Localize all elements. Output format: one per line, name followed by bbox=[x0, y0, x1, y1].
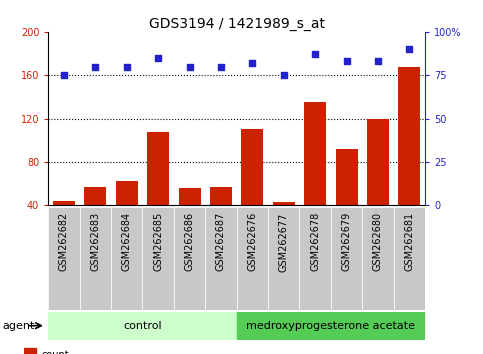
Bar bbox=[242, 130, 263, 205]
Text: GSM262683: GSM262683 bbox=[90, 212, 100, 272]
Text: GSM262682: GSM262682 bbox=[59, 212, 69, 272]
Bar bbox=[116, 182, 138, 205]
Text: GSM262686: GSM262686 bbox=[185, 212, 195, 272]
Point bbox=[155, 55, 162, 61]
Bar bbox=[273, 202, 295, 205]
Point bbox=[249, 60, 256, 66]
Text: GSM262680: GSM262680 bbox=[373, 212, 383, 272]
Text: GSM262678: GSM262678 bbox=[310, 212, 320, 272]
Point bbox=[312, 52, 319, 57]
FancyBboxPatch shape bbox=[80, 207, 111, 310]
FancyBboxPatch shape bbox=[299, 207, 331, 310]
FancyBboxPatch shape bbox=[174, 207, 205, 310]
Text: GSM262685: GSM262685 bbox=[153, 212, 163, 272]
Bar bbox=[48, 312, 237, 340]
Point bbox=[92, 64, 99, 69]
Bar bbox=[367, 119, 389, 205]
Point bbox=[280, 72, 288, 78]
FancyBboxPatch shape bbox=[142, 207, 174, 310]
Bar bbox=[24, 348, 36, 354]
Bar bbox=[53, 201, 75, 205]
Text: GSM262677: GSM262677 bbox=[279, 212, 289, 272]
Bar bbox=[304, 102, 326, 205]
FancyBboxPatch shape bbox=[205, 207, 237, 310]
Bar bbox=[336, 149, 357, 205]
Bar bbox=[398, 67, 420, 205]
Text: GSM262681: GSM262681 bbox=[404, 212, 414, 272]
Bar bbox=[147, 132, 169, 205]
Point bbox=[60, 72, 68, 78]
Text: agent: agent bbox=[2, 321, 35, 331]
Bar bbox=[210, 187, 232, 205]
Point bbox=[123, 64, 130, 69]
Bar bbox=[179, 188, 200, 205]
Title: GDS3194 / 1421989_s_at: GDS3194 / 1421989_s_at bbox=[149, 17, 325, 31]
FancyBboxPatch shape bbox=[48, 207, 80, 310]
Text: medroxyprogesterone acetate: medroxyprogesterone acetate bbox=[246, 321, 415, 331]
Text: GSM262687: GSM262687 bbox=[216, 212, 226, 272]
FancyBboxPatch shape bbox=[268, 207, 299, 310]
Text: control: control bbox=[123, 321, 162, 331]
Bar bbox=[237, 312, 425, 340]
Text: GSM262679: GSM262679 bbox=[341, 212, 352, 272]
Bar bbox=[85, 187, 106, 205]
Text: GSM262676: GSM262676 bbox=[247, 212, 257, 272]
Point bbox=[186, 64, 194, 69]
Point bbox=[217, 64, 225, 69]
Text: count: count bbox=[42, 350, 69, 354]
FancyBboxPatch shape bbox=[394, 207, 425, 310]
Text: GSM262684: GSM262684 bbox=[122, 212, 132, 272]
Point bbox=[406, 46, 413, 52]
FancyBboxPatch shape bbox=[237, 207, 268, 310]
Point bbox=[343, 58, 351, 64]
FancyBboxPatch shape bbox=[111, 207, 142, 310]
FancyBboxPatch shape bbox=[331, 207, 362, 310]
Point bbox=[374, 58, 382, 64]
FancyBboxPatch shape bbox=[362, 207, 394, 310]
